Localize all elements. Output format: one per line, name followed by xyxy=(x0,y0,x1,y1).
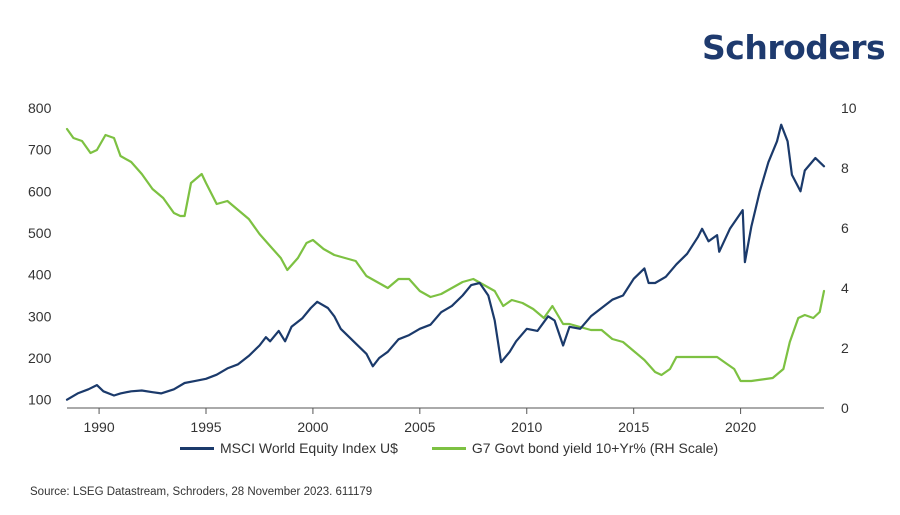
legend-swatch-g7 xyxy=(431,446,466,450)
plot-lines xyxy=(65,123,826,401)
y-right-tick-label: 2 xyxy=(841,340,849,356)
x-tick-label: 2020 xyxy=(725,419,756,435)
y-right-tick-label: 0 xyxy=(841,400,849,416)
y-right-tick-label: 4 xyxy=(841,280,849,296)
x-tick-label: 1995 xyxy=(190,419,221,435)
x-tick-label: 2015 xyxy=(618,419,649,435)
y-left-tick-label: 500 xyxy=(28,225,52,241)
y-left-tick-label: 100 xyxy=(28,392,52,408)
x-tick-labels: 1990 1995 2000 2005 2010 2015 2020 xyxy=(83,408,756,435)
y-left-tick-label: 300 xyxy=(28,308,52,324)
y-left-tick-label: 800 xyxy=(28,100,52,116)
msci-series-line xyxy=(65,123,826,401)
legend: MSCI World Equity Index U$ G7 Govt bond … xyxy=(180,440,752,456)
y-left-tick-label: 200 xyxy=(28,350,52,366)
legend-swatch-msci xyxy=(180,446,214,450)
y-left-tick-label: 400 xyxy=(28,267,52,283)
schroders-logo: Schroders xyxy=(702,28,886,67)
x-tick-label: 2000 xyxy=(297,419,328,435)
legend-label-msci: MSCI World Equity Index U$ xyxy=(220,440,398,456)
x-tick-label: 1990 xyxy=(83,419,114,435)
g7-series-line xyxy=(65,127,826,383)
y-right-tick-label: 8 xyxy=(841,160,849,176)
legend-item-g7: G7 Govt bond yield 10+Yr% (RH Scale) xyxy=(431,440,719,456)
y-right-tick-labels: 0 2 4 6 8 10 xyxy=(841,100,857,416)
legend-label-g7: G7 Govt bond yield 10+Yr% (RH Scale) xyxy=(471,440,719,456)
y-left-tick-labels: 100 200 300 400 500 600 700 800 xyxy=(28,100,52,408)
legend-item-msci: MSCI World Equity Index U$ xyxy=(180,440,398,456)
source-note: Source: LSEG Datastream, Schroders, 28 N… xyxy=(30,486,373,498)
x-tick-label: 2005 xyxy=(404,419,435,435)
y-left-tick-label: 700 xyxy=(28,142,52,158)
x-tick-label: 2010 xyxy=(511,419,542,435)
y-right-tick-label: 10 xyxy=(841,100,857,116)
y-left-tick-label: 600 xyxy=(28,183,52,199)
y-right-tick-label: 6 xyxy=(841,220,849,236)
